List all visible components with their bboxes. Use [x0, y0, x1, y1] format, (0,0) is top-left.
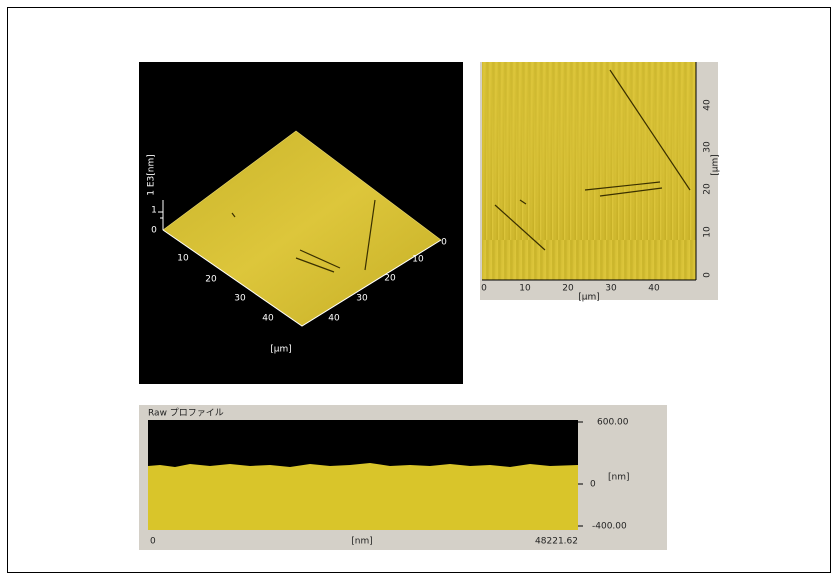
x-label: 48221.62	[535, 537, 578, 547]
axis-unit: [µm]	[270, 345, 292, 355]
y-label: -400.00	[592, 522, 627, 532]
x-unit: [nm]	[351, 537, 373, 547]
height-image	[482, 62, 696, 280]
y-tick: 0	[703, 272, 713, 278]
right-tick: 10	[412, 255, 424, 265]
x-tick: 40	[648, 284, 660, 294]
left-tick: 10	[177, 254, 189, 264]
z-tick: 1	[151, 206, 157, 216]
view3d: 1 E3[nm] 1 0 10 20 30 40 0 10 20 30 40 […	[139, 62, 463, 384]
x-tick: 30	[605, 284, 617, 294]
x-tick: 0	[481, 284, 487, 294]
right-tick: 0	[441, 238, 447, 248]
profile-fill	[148, 463, 578, 530]
x-unit: [µm]	[578, 293, 600, 303]
left-tick: 20	[205, 275, 217, 285]
left-tick: 30	[234, 294, 246, 304]
image2d: 0 10 20 30 40 [µm] 0 10 20 30 40 [µm]	[480, 62, 721, 303]
profile: Raw プロファイル 600.00 0 -400.00 [nm] 0 48221…	[139, 405, 667, 550]
y-unit: [nm]	[608, 473, 630, 483]
y-label: 0	[590, 480, 596, 490]
y-label: 600.00	[597, 418, 629, 428]
x-tick: 10	[519, 284, 531, 294]
x-tick: 20	[562, 284, 574, 294]
right-tick: 20	[384, 274, 396, 284]
right-tick: 40	[328, 314, 340, 324]
y-tick: 10	[703, 226, 713, 238]
screen: 1 E3[nm] 1 0 10 20 30 40 0 10 20 30 40 […	[0, 0, 838, 580]
z-tick: 0	[151, 226, 157, 236]
y-unit: [µm]	[711, 154, 721, 176]
z-axis-label: 1 E3[nm]	[147, 154, 157, 196]
left-tick: 40	[262, 314, 274, 324]
y-tick: 20	[703, 183, 713, 195]
right-tick: 30	[356, 294, 368, 304]
y-tick: 30	[703, 141, 713, 153]
profile-title: Raw プロファイル	[148, 408, 224, 419]
x-label: 0	[150, 537, 156, 547]
y-tick: 40	[703, 99, 713, 111]
